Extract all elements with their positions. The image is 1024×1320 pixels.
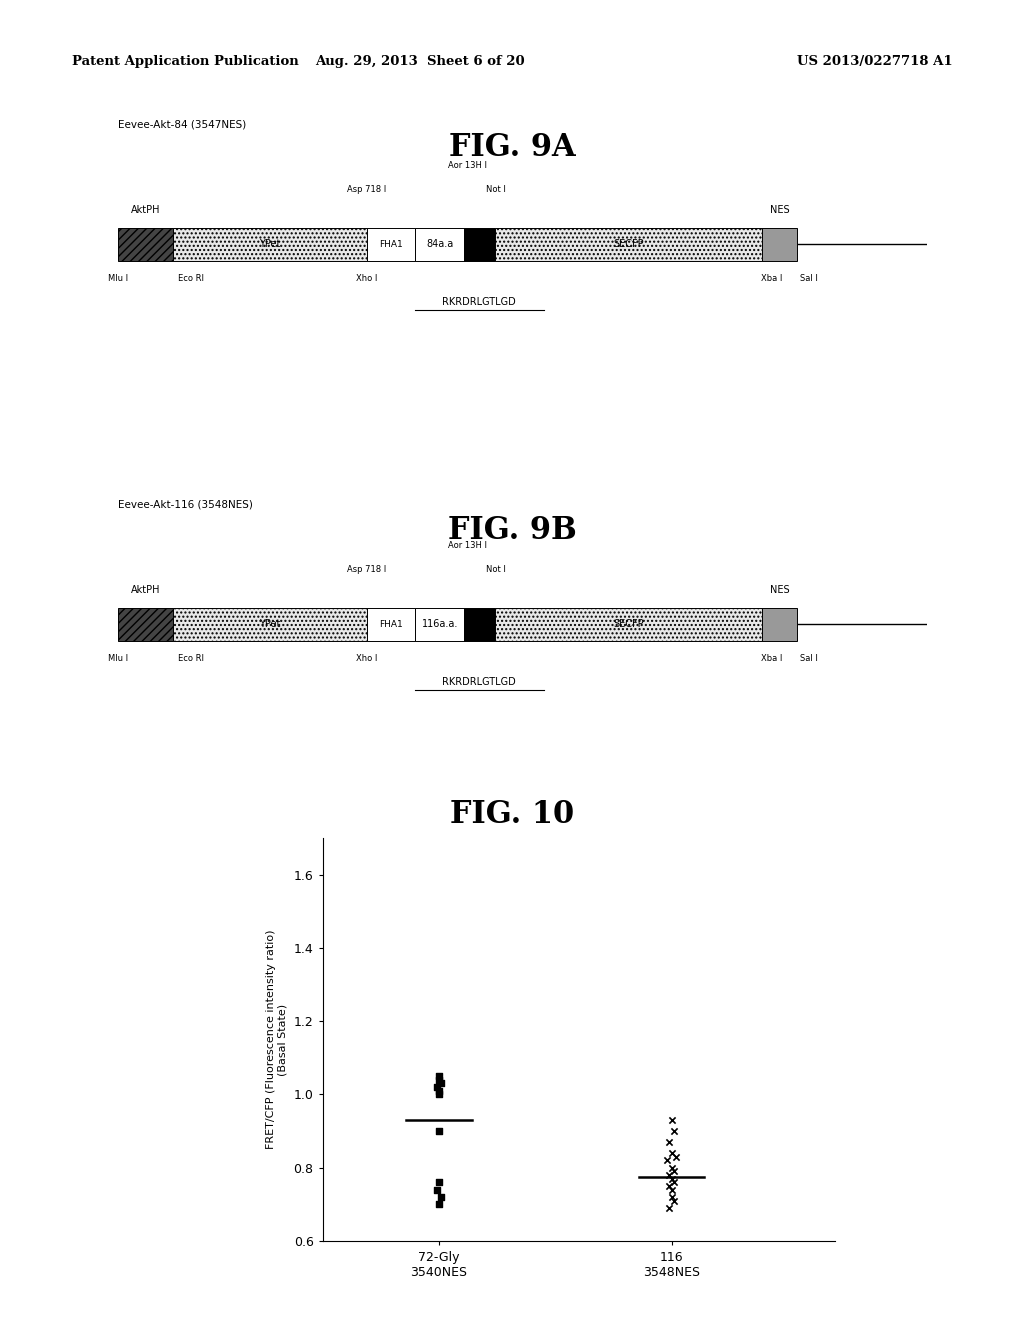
- Text: Aor 13H I: Aor 13H I: [447, 541, 486, 550]
- Point: [428, 1077, 444, 1098]
- Text: Eevee-Akt-116 (3548NES): Eevee-Akt-116 (3548NES): [118, 500, 253, 510]
- Point: [666, 1160, 682, 1181]
- Bar: [762, 607, 798, 642]
- Text: 84a.a: 84a.a: [426, 239, 454, 249]
- Text: SECFP: SECFP: [613, 239, 643, 249]
- Text: SECFP: SECFP: [613, 619, 643, 630]
- Bar: [416, 227, 464, 261]
- Point: [431, 1172, 447, 1193]
- Point: [433, 1073, 450, 1094]
- Text: Not I: Not I: [486, 185, 506, 194]
- Point: [662, 1175, 678, 1196]
- Point: [658, 1150, 675, 1171]
- Text: RKRDRLGTLGD: RKRDRLGTLGD: [442, 297, 516, 306]
- Point: [431, 1065, 447, 1086]
- Text: FHA1: FHA1: [379, 240, 403, 248]
- Text: 116a.a.: 116a.a.: [422, 619, 458, 630]
- Text: FIG. 9A: FIG. 9A: [449, 132, 575, 162]
- Point: [428, 1179, 444, 1200]
- Text: Not I: Not I: [486, 565, 506, 574]
- Bar: [367, 227, 416, 261]
- Point: [664, 1168, 680, 1189]
- Point: [431, 1084, 447, 1105]
- Point: [664, 1158, 680, 1179]
- Y-axis label: FRET/CFP (Fluorescence intensity ratio)
(Basal State): FRET/CFP (Fluorescence intensity ratio) …: [266, 929, 288, 1150]
- Text: NES: NES: [770, 585, 790, 595]
- Text: Patent Application Publication: Patent Application Publication: [72, 55, 298, 69]
- Text: Mlu I: Mlu I: [108, 273, 128, 282]
- Text: US 2013/0227718 A1: US 2013/0227718 A1: [797, 55, 952, 69]
- Text: Xho I: Xho I: [356, 653, 378, 663]
- Text: Aor 13H I: Aor 13H I: [447, 161, 486, 170]
- Point: [431, 1121, 447, 1142]
- Bar: [464, 227, 495, 261]
- Text: Asp 718 I: Asp 718 I: [347, 565, 386, 574]
- Point: [666, 1121, 682, 1142]
- Bar: [173, 227, 367, 261]
- Text: FIG. 10: FIG. 10: [450, 799, 574, 829]
- Bar: [367, 607, 416, 642]
- Point: [664, 1142, 680, 1163]
- Text: Xba I: Xba I: [761, 273, 782, 282]
- Text: FIG. 9B: FIG. 9B: [447, 515, 577, 545]
- Text: Sal I: Sal I: [801, 653, 818, 663]
- Point: [431, 1193, 447, 1214]
- Bar: [118, 227, 173, 261]
- Text: YPet: YPet: [259, 239, 281, 249]
- Bar: [464, 607, 495, 642]
- Text: YPet: YPet: [259, 619, 281, 630]
- Bar: [173, 607, 367, 642]
- Point: [668, 1146, 684, 1167]
- Point: [664, 1109, 680, 1130]
- Point: [433, 1187, 450, 1208]
- Text: Eco RI: Eco RI: [177, 273, 204, 282]
- Point: [431, 1069, 447, 1090]
- Bar: [495, 607, 762, 642]
- Text: Aug. 29, 2013  Sheet 6 of 20: Aug. 29, 2013 Sheet 6 of 20: [315, 55, 524, 69]
- Text: AktPH: AktPH: [130, 205, 160, 215]
- Text: Eco RI: Eco RI: [177, 653, 204, 663]
- Point: [666, 1191, 682, 1212]
- Text: AktPH: AktPH: [130, 585, 160, 595]
- Bar: [495, 227, 762, 261]
- Bar: [118, 607, 173, 642]
- Point: [662, 1131, 678, 1152]
- Text: Xba I: Xba I: [761, 653, 782, 663]
- Text: FHA1: FHA1: [379, 620, 403, 628]
- Point: [666, 1172, 682, 1193]
- Text: NES: NES: [770, 205, 790, 215]
- Point: [431, 1080, 447, 1101]
- Bar: [416, 607, 464, 642]
- Point: [662, 1164, 678, 1185]
- Text: Mlu I: Mlu I: [108, 653, 128, 663]
- Text: RKRDRLGTLGD: RKRDRLGTLGD: [442, 677, 516, 686]
- Bar: [762, 227, 798, 261]
- Text: Xho I: Xho I: [356, 273, 378, 282]
- Text: Sal I: Sal I: [801, 273, 818, 282]
- Point: [664, 1179, 680, 1200]
- Point: [662, 1197, 678, 1218]
- Text: Eevee-Akt-84 (3547NES): Eevee-Akt-84 (3547NES): [118, 120, 246, 129]
- Text: Asp 718 I: Asp 718 I: [347, 185, 386, 194]
- Point: [664, 1187, 680, 1208]
